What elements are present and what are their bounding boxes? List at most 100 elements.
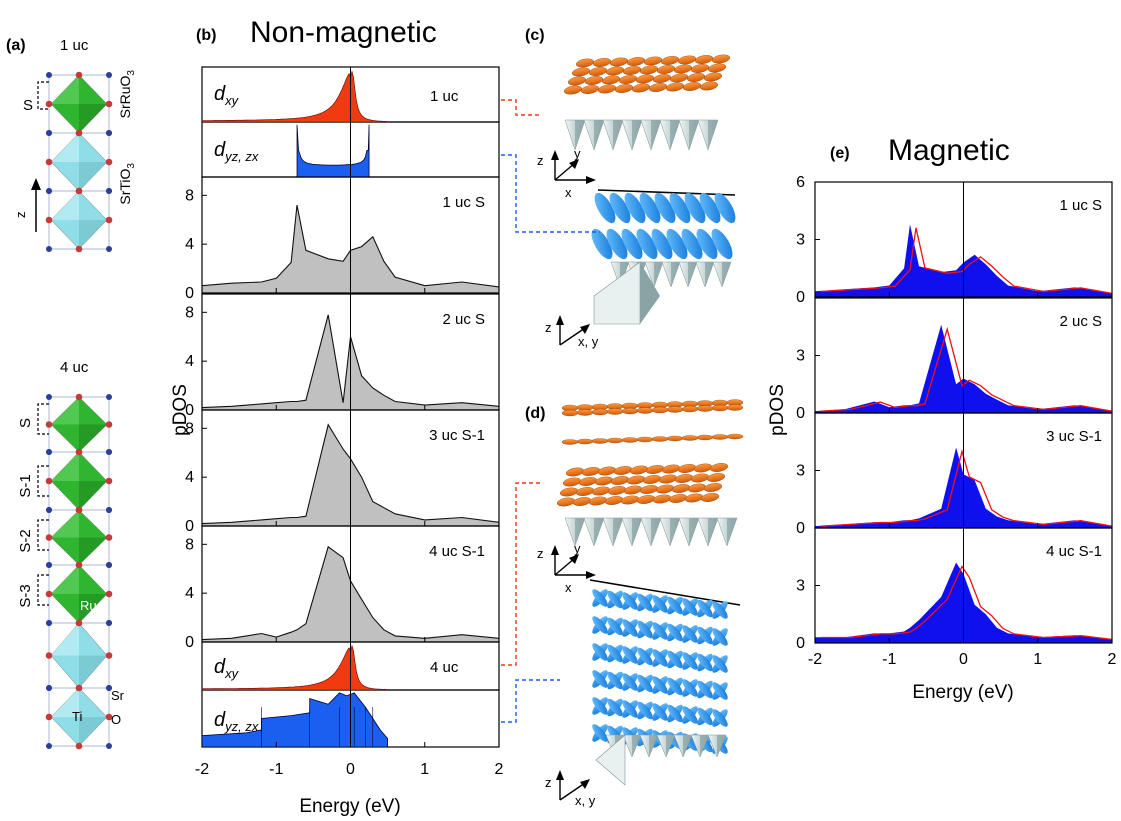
dxy-orbital bbox=[588, 496, 608, 506]
dyzzx-orbital bbox=[652, 622, 668, 640]
dyzzx-orbital bbox=[697, 680, 713, 699]
dxy-orbital bbox=[694, 55, 714, 64]
axis-z-label: z bbox=[545, 320, 552, 335]
dyzzx-orbital bbox=[682, 706, 698, 724]
panel-e-label: (e) bbox=[830, 145, 850, 162]
dxy-orbital bbox=[642, 475, 662, 484]
pdos-line bbox=[201, 314, 500, 409]
dxy-orbital bbox=[677, 464, 697, 473]
dxy-orbital bbox=[645, 465, 665, 474]
dxy-orbital bbox=[703, 72, 723, 82]
dxy-orbital bbox=[652, 494, 672, 504]
atom-label-o: O bbox=[111, 712, 121, 727]
dxy-orbital bbox=[711, 404, 729, 412]
o-atom bbox=[75, 506, 83, 514]
magnetic-panel-2: 0 3 2 uc S bbox=[796, 297, 1113, 422]
orbital-4uc-dxy-label: dxy bbox=[214, 656, 240, 681]
dxy-orbital bbox=[576, 409, 594, 416]
dashed-connectors bbox=[501, 99, 600, 723]
dxy-orbital bbox=[623, 485, 643, 495]
dxy-orbital bbox=[699, 81, 719, 91]
dxy-orbital bbox=[652, 74, 672, 83]
sr-atom bbox=[46, 394, 52, 400]
orbital-1uc-curves bbox=[201, 70, 388, 178]
sr-atom bbox=[46, 72, 52, 78]
dyzzx-orbital bbox=[712, 601, 728, 619]
dxy-orbital bbox=[578, 477, 598, 486]
o-atom bbox=[45, 477, 53, 485]
layer-bracket bbox=[37, 465, 49, 497]
dyzzx-orbital bbox=[667, 596, 683, 615]
o-atom bbox=[75, 245, 83, 253]
dyzzx-orbital bbox=[714, 192, 736, 224]
dxy-orbital bbox=[639, 485, 659, 494]
dyzzx-orbital bbox=[711, 228, 733, 260]
sr-atom bbox=[46, 130, 52, 136]
o-atom bbox=[45, 713, 53, 721]
x-tick-label: 1 bbox=[1033, 651, 1042, 668]
dyzzx-orbital bbox=[636, 228, 658, 260]
dyzzx-orbital bbox=[637, 593, 653, 612]
panel-b-title: Non-magnetic bbox=[250, 16, 437, 49]
y-tick-label: 0 bbox=[185, 285, 194, 302]
dyzzx-orbital bbox=[667, 650, 683, 669]
dxy-orbital bbox=[629, 465, 649, 475]
orbital-1uc-dyzzx-label: dyz, zx bbox=[214, 139, 259, 164]
axes-c-bottom: z x, y bbox=[545, 315, 599, 349]
o-atom bbox=[105, 100, 113, 108]
dxy-orbital bbox=[588, 67, 608, 76]
dxy-orbital bbox=[581, 467, 601, 476]
film-label: SrRuO3 bbox=[117, 70, 137, 119]
orbital-4uc-label: 4 uc bbox=[430, 659, 459, 676]
layer-label-s: S bbox=[17, 418, 34, 428]
o-atom bbox=[75, 619, 83, 627]
dxy-orbital bbox=[594, 476, 614, 486]
y-tick-label: 3 bbox=[796, 232, 805, 249]
dyzzx-orbital bbox=[624, 192, 646, 224]
sr-atom bbox=[106, 449, 112, 455]
o-atom bbox=[105, 713, 113, 721]
layer-label: 3 uc S-1 bbox=[429, 427, 485, 444]
o-atom bbox=[45, 216, 53, 224]
dxy-orbital bbox=[561, 409, 579, 417]
pdos-line bbox=[201, 545, 500, 641]
o-atom bbox=[75, 71, 83, 79]
sr-atom bbox=[46, 685, 52, 691]
panel-a-bottom-title: 4 uc bbox=[60, 359, 89, 376]
dyzzx-orbital bbox=[712, 628, 728, 646]
atom-label-ti: Ti bbox=[72, 709, 82, 724]
y-tick-label: 4 bbox=[185, 353, 194, 370]
panel-e-title: Magnetic bbox=[888, 134, 1010, 167]
dyzzx-orbital bbox=[696, 228, 718, 260]
dyzzx-orbital bbox=[666, 228, 688, 260]
dxy-orbital bbox=[605, 66, 625, 76]
dxy-orbital bbox=[591, 408, 609, 416]
panel-c-label: (c) bbox=[525, 27, 545, 44]
y-tick-label: 0 bbox=[796, 635, 805, 652]
dyzzx-orbital bbox=[667, 704, 683, 723]
dxy-orbital bbox=[610, 476, 630, 485]
panel-e-y-axis-label: pDOS bbox=[767, 384, 788, 436]
sr-atom bbox=[46, 449, 52, 455]
dyzzx-orbital bbox=[681, 228, 703, 260]
y-tick-label: 0 bbox=[185, 402, 194, 419]
o-atom bbox=[105, 477, 113, 485]
dxy-orbital bbox=[591, 438, 609, 444]
dyzzx-orbital bbox=[639, 192, 661, 224]
dxy-orbital bbox=[639, 65, 659, 75]
orbital-1uc-dxy-label: dxy bbox=[214, 83, 240, 108]
y-tick-label: 0 bbox=[185, 634, 194, 651]
dyzzx-orbital bbox=[637, 647, 653, 666]
axis-z-label: z bbox=[537, 153, 544, 168]
o-atom bbox=[105, 534, 113, 541]
dxy-orbital bbox=[575, 58, 595, 68]
z-axis-arrow: z bbox=[13, 178, 41, 232]
x-tick-label: -1 bbox=[882, 651, 896, 668]
sr-atom bbox=[106, 507, 112, 513]
dyzzx-orbital bbox=[621, 228, 643, 260]
dxy-orbital bbox=[677, 55, 697, 65]
dxy-orbital bbox=[643, 56, 663, 66]
layer-label-s-2: S-2 bbox=[17, 529, 34, 552]
dxy-orbital bbox=[601, 75, 621, 85]
x-tick-label: 1 bbox=[420, 761, 429, 778]
